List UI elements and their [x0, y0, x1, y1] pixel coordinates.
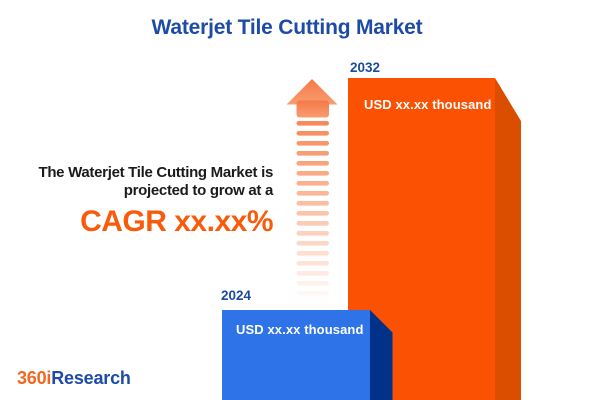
bar-2032-side	[495, 78, 521, 400]
bar-2024-side	[370, 310, 393, 400]
bar-label-2032: 2032	[350, 60, 381, 75]
arrow-neck	[296, 100, 329, 118]
bar-value-2032: USD xx.xx thousand	[364, 97, 492, 112]
page-title: Waterjet Tile Cutting Market	[151, 16, 423, 39]
bar-value-2024: USD xx.xx thousand	[236, 322, 364, 337]
cagr-value: CAGR xx.xx%	[80, 205, 273, 238]
tagline-line-2: projected to grow at a	[123, 182, 274, 199]
brand-logo: 360iResearch	[17, 368, 131, 389]
bar-2024-face	[222, 310, 370, 400]
growth-up-arrow-icon	[286, 79, 338, 296]
brand-logo-suffix: Research	[51, 368, 131, 388]
brand-logo-prefix: 360i	[17, 368, 52, 388]
bar-label-2024: 2024	[221, 288, 252, 303]
growth-tagline: The Waterjet Tile Cutting Market is proj…	[38, 164, 273, 239]
arrow-stripes	[296, 121, 329, 296]
arrow-head	[286, 79, 338, 105]
tagline-line-1: The Waterjet Tile Cutting Market is	[38, 164, 273, 181]
bar-2024	[222, 310, 393, 400]
